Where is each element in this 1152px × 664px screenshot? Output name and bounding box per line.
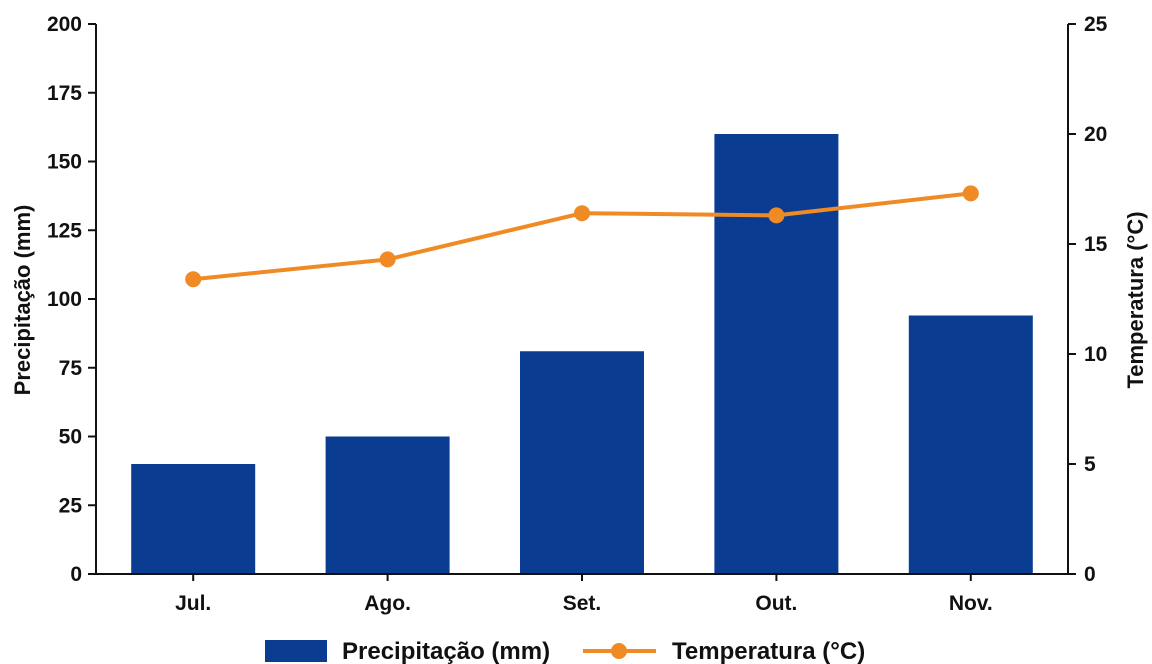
- temperature-point-nov: [962, 185, 979, 202]
- temperature-point-out: [768, 207, 785, 224]
- y-right-tick-label: 25: [1084, 13, 1108, 36]
- bar-ago: [325, 436, 450, 574]
- y-axis-right-title: Temperatura (°C): [1123, 211, 1148, 388]
- legend-temperature-label: Temperatura (°C): [672, 638, 865, 664]
- bar-out: [714, 134, 839, 574]
- bar-nov: [908, 315, 1033, 574]
- precipitation-bars: [131, 134, 1033, 574]
- y-left-tick-label: 50: [59, 426, 82, 449]
- y-right-tick-label: 5: [1084, 453, 1096, 476]
- bar-set: [520, 351, 644, 574]
- legend-precipitation-label: Precipitação (mm): [342, 638, 550, 664]
- temperature-point-ago: [379, 251, 396, 268]
- y-left-tick-label: 125: [47, 219, 82, 242]
- y-left-tick-label: 175: [47, 82, 82, 105]
- y-left-tick-label: 75: [59, 357, 83, 380]
- legend: Precipitação (mm) Temperatura (°C): [265, 638, 865, 664]
- tick-labels: 0 25 50 75 100 125 150 175 200 0 5 10 15 20 25 Jul. Ago.…: [47, 13, 1108, 615]
- y-left-tick-label: 200: [47, 13, 82, 36]
- temperature-point-set: [574, 205, 590, 222]
- y-right-tick-label: 0: [1084, 563, 1096, 586]
- legend-precipitation-swatch: [265, 640, 327, 662]
- y-left-tick-label: 25: [59, 494, 83, 517]
- temperature-point-jul: [185, 271, 202, 288]
- y-right-tick-label: 15: [1084, 233, 1108, 256]
- x-tick-label: Jul.: [175, 592, 211, 615]
- temperature-line-series: [185, 185, 979, 288]
- x-tick-label: Nov.: [949, 592, 993, 615]
- x-tick-label: Out.: [755, 592, 797, 615]
- x-tick-label: Ago.: [364, 592, 411, 615]
- y-left-tick-label: 100: [47, 288, 82, 311]
- x-tick-label: Set.: [563, 592, 602, 615]
- y-axis-left-title: Precipitação (mm): [10, 205, 35, 396]
- bar-jul: [131, 464, 256, 574]
- legend-temperature-marker: [611, 643, 627, 659]
- y-right-tick-label: 20: [1084, 123, 1107, 146]
- y-left-tick-label: 0: [70, 563, 82, 586]
- axes: [88, 23, 1076, 581]
- y-right-tick-label: 10: [1084, 343, 1107, 366]
- y-left-tick-label: 150: [47, 151, 82, 174]
